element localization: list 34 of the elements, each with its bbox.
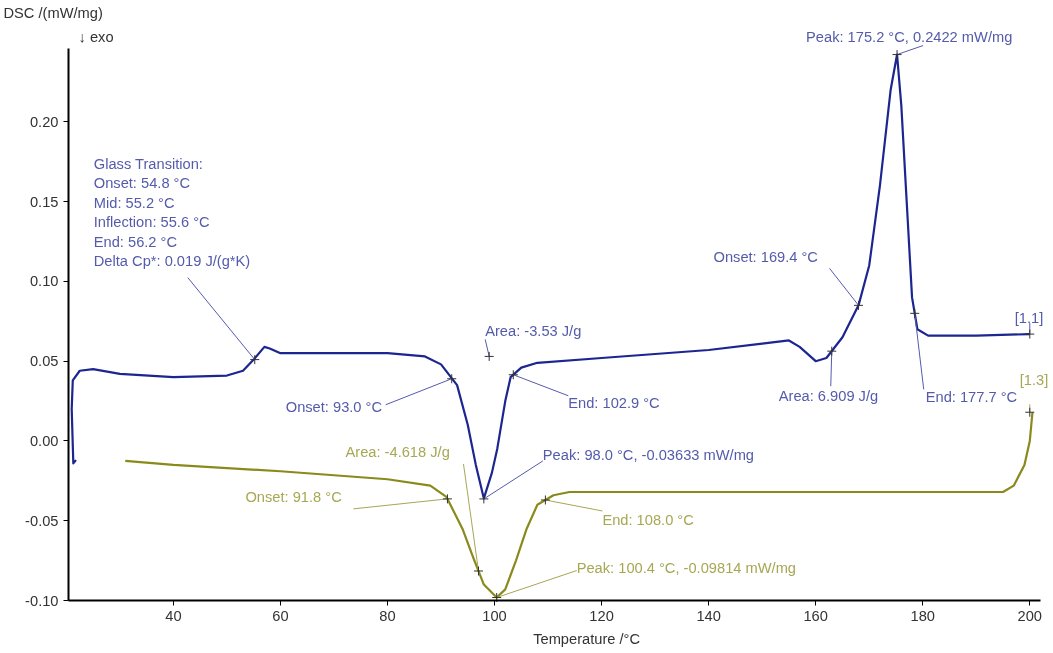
y-tick-label: 0.10 — [29, 273, 59, 290]
annotation: End: 102.9 °C — [568, 394, 661, 411]
x-tick-label: 200 — [1017, 607, 1043, 624]
annotation: Glass Transition: Onset: 54.8 °C Mid: 55.2 °C Inflection: 55.6 °C End: 56.2 °C Delta Cp*: 0.019 J/(g*K) — [93, 155, 251, 270]
annotation: [1.1] — [1014, 310, 1044, 327]
annotation: Onset: 91.8 °C — [245, 488, 343, 505]
x-tick-label: 100 — [482, 607, 507, 624]
annotation: End: 177.7 °C — [925, 389, 1018, 406]
y-tick-label: 0.15 — [29, 193, 59, 210]
annotation: Onset: 93.0 °C — [285, 398, 383, 415]
y-tick-label: 0.20 — [29, 113, 59, 130]
annotation: Area: 6.909 J/g — [778, 388, 879, 405]
x-tick-label: 40 — [165, 607, 182, 624]
annotation: Peak: 98.0 °C, -0.03633 mW/mg — [542, 446, 754, 463]
annotation: Area: -4.618 J/g — [345, 443, 450, 460]
x-tick-label: 180 — [910, 607, 935, 624]
annotation: Peak: 175.2 °C, 0.2422 mW/mg — [806, 28, 1013, 45]
annotation: [1.3] — [1019, 372, 1049, 389]
y-axis-title: DSC /(mW/mg) — [3, 4, 103, 21]
annotation: End: 108.0 °C — [602, 511, 695, 528]
annotation: Peak: 100.4 °C, -0.09814 mW/mg — [576, 559, 796, 576]
x-tick-label: 140 — [696, 607, 721, 624]
x-tick-label: 60 — [272, 607, 289, 624]
y-tick-label: -0.05 — [25, 512, 59, 529]
y-tick-label: 0.05 — [29, 353, 59, 370]
x-tick-label: 160 — [803, 607, 828, 624]
x-tick-label: 120 — [589, 607, 614, 624]
annotation: Onset: 169.4 °C — [713, 249, 819, 266]
annotation: Area: -3.53 J/g — [485, 323, 582, 340]
text: ↓ exo — [78, 28, 114, 45]
x-axis-title: Temperature /°C — [533, 630, 641, 647]
y-tick-label: 0.00 — [29, 432, 59, 449]
x-tick-label: 80 — [379, 607, 396, 624]
y-tick-label: -0.10 — [25, 592, 59, 609]
